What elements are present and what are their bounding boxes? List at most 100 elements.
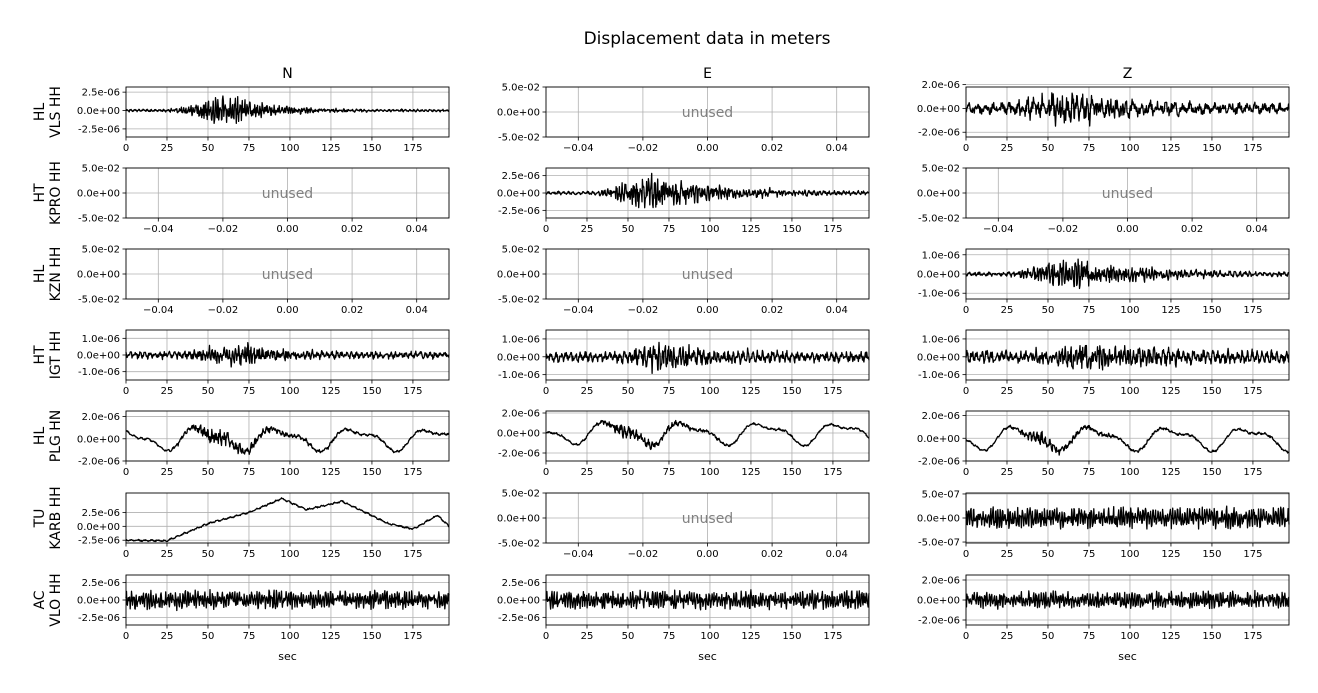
subplot-n-2: −0.04 −0.02 0.00 0.02 0.04 5.0e-02 0.0e+00 -5.0… — [77, 164, 450, 235]
trace-line — [125, 95, 450, 125]
x-tick-label: 175 — [823, 224, 842, 235]
x-tick-label: 50 — [202, 467, 215, 478]
x-tick-label: 75 — [1083, 386, 1096, 397]
y-tick-label: -5.0e-07 — [918, 538, 960, 549]
x-tick-label: 175 — [823, 467, 842, 478]
x-tick-label: 0 — [543, 467, 549, 478]
x-tick-label: 125 — [321, 467, 340, 478]
y-tick-label: 5.0e-07 — [922, 489, 960, 500]
x-tick-label: 50 — [1042, 631, 1055, 642]
x-tick-label: 50 — [1042, 549, 1055, 560]
y-tick-label: -2.5e-06 — [78, 613, 120, 624]
x-tick-label: 175 — [1243, 386, 1262, 397]
x-tick-label: 150 — [362, 467, 381, 478]
x-tick-label: 150 — [782, 467, 801, 478]
axes-frame — [125, 329, 450, 381]
x-tick-label: −0.04 — [563, 143, 594, 154]
axes-frame — [965, 492, 1290, 544]
subplot-n-3: −0.04 −0.02 0.00 0.02 0.04 5.0e-02 0.0e+00 -5.0… — [77, 245, 450, 316]
trace-line — [965, 589, 1290, 610]
y-tick-label: -2.0e-06 — [918, 128, 960, 139]
y-tick-label: 2.5e-06 — [82, 88, 120, 99]
y-tick-label: -2.5e-06 — [78, 124, 120, 135]
x-tick-label: 25 — [581, 386, 594, 397]
column-title-z: Z — [1123, 66, 1133, 82]
unused-label: unused — [262, 186, 313, 202]
x-tick-label: 0 — [123, 143, 129, 154]
x-tick-label: 100 — [280, 386, 299, 397]
x-tick-label: 125 — [321, 549, 340, 560]
y-tick-label: 0.0e+00 — [497, 108, 540, 119]
subplot-n-5: 0 25 50 75 100 125 150 175 2.0e-06 0.0e+00 -2.0e-0… — [77, 410, 450, 478]
x-tick-label: 25 — [161, 143, 174, 154]
trace-line — [965, 258, 1290, 290]
x-tick-label: 100 — [280, 631, 299, 642]
x-tick-label: 100 — [1120, 631, 1139, 642]
subplot-e-3: −0.04 −0.02 0.00 0.02 0.04 5.0e-02 0.0e+00 -5.0… — [497, 245, 870, 316]
x-tick-label: −0.02 — [208, 305, 239, 316]
x-tick-label: 0.02 — [761, 305, 783, 316]
y-tick-label: 0.0e+00 — [917, 189, 960, 200]
x-tick-label: 125 — [1161, 386, 1180, 397]
x-tick-label: 75 — [663, 467, 676, 478]
x-tick-label: 0.00 — [696, 143, 718, 154]
y-tick-label: 1.0e-06 — [922, 250, 960, 261]
x-tick-label: 125 — [1161, 143, 1180, 154]
x-tick-label: 75 — [663, 631, 676, 642]
x-tick-label: 150 — [1202, 305, 1221, 316]
y-tick-label: 0.0e+00 — [497, 189, 540, 200]
axes-frame — [545, 329, 870, 381]
y-tick-label: -5.0e-02 — [918, 214, 960, 225]
x-tick-label: 50 — [622, 631, 635, 642]
row-network: HT — [32, 183, 48, 203]
y-tick-label: -5.0e-02 — [498, 539, 540, 550]
y-tick-label: 1.0e-06 — [502, 334, 540, 345]
subplot-e-4: 0 25 50 75 100 125 150 175 1.0e-06 0.0e+00 -1.0e-0… — [497, 329, 870, 397]
y-tick-label: 2.0e-06 — [922, 576, 960, 587]
subplot-e-6: −0.04 −0.02 0.00 0.02 0.04 5.0e-02 0.0e+00 -5.0… — [497, 489, 870, 560]
y-tick-label: 0.0e+00 — [917, 596, 960, 607]
x-tick-label: 25 — [1001, 549, 1014, 560]
y-tick-label: 5.0e-02 — [82, 164, 120, 175]
y-tick-label: 0.0e+00 — [917, 514, 960, 525]
figure-title: Displacement data in meters — [584, 29, 831, 49]
x-tick-label: 150 — [1202, 631, 1221, 642]
x-tick-label: 150 — [782, 386, 801, 397]
row-station: PLG HN — [48, 410, 64, 463]
axes-frame — [965, 86, 1290, 138]
y-tick-label: -5.0e-02 — [78, 214, 120, 225]
unused-label: unused — [682, 511, 733, 527]
trace-line — [125, 424, 450, 456]
row-station: KZN HH — [48, 247, 64, 302]
y-tick-label: -1.0e-06 — [498, 370, 540, 381]
axes-frame — [545, 167, 870, 219]
y-tick-label: -2.5e-06 — [498, 206, 540, 217]
x-tick-label: 0 — [123, 386, 129, 397]
x-tick-label: 175 — [1243, 143, 1262, 154]
x-tick-label: 100 — [1120, 467, 1139, 478]
x-tick-label: 175 — [823, 631, 842, 642]
y-tick-label: -2.0e-06 — [78, 457, 120, 468]
subplot-n-1: 0 25 50 75 100 125 150 175 2.5e-06 0.0e+00 -2.5e-0… — [77, 86, 450, 154]
x-tick-label: 50 — [1042, 467, 1055, 478]
x-tick-label: 100 — [700, 386, 719, 397]
x-axis-label: sec — [278, 650, 297, 663]
x-tick-label: 100 — [280, 467, 299, 478]
subplot-z-5: 0 25 50 75 100 125 150 175 2.0e-06 0.0e+00 -2.0e-0… — [917, 410, 1290, 478]
x-tick-label: 0 — [123, 549, 129, 560]
x-tick-label: 175 — [1243, 549, 1262, 560]
y-tick-label: -2.0e-06 — [918, 457, 960, 468]
x-tick-label: 0.00 — [696, 549, 718, 560]
y-tick-label: -2.5e-06 — [78, 536, 120, 547]
x-axis-label: sec — [698, 650, 717, 663]
y-tick-label: -5.0e-02 — [498, 295, 540, 306]
x-tick-label: 50 — [202, 386, 215, 397]
trace-line — [125, 342, 450, 368]
x-tick-label: 125 — [741, 224, 760, 235]
axes-frame — [965, 167, 1290, 219]
x-tick-label: 50 — [202, 549, 215, 560]
y-tick-label: 2.5e-06 — [502, 578, 540, 589]
x-tick-label: 0 — [963, 467, 969, 478]
y-tick-label: 0.0e+00 — [77, 596, 120, 607]
x-tick-label: 75 — [243, 631, 256, 642]
